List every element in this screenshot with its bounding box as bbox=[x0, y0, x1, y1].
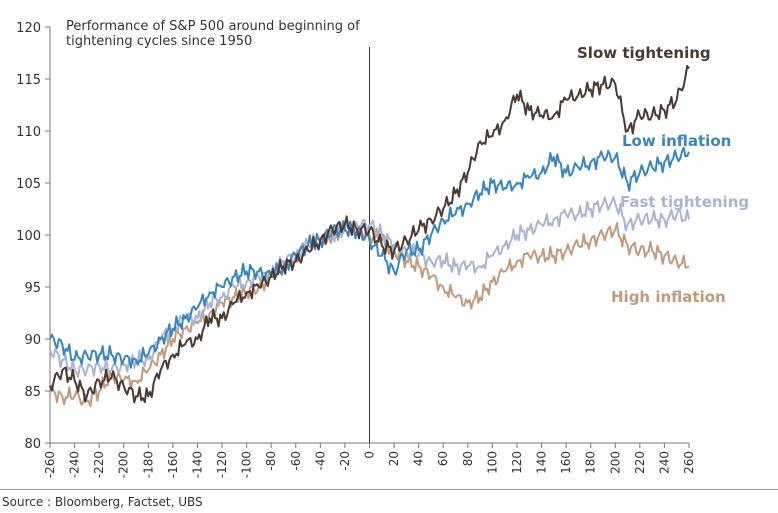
x-tick-label: 180 bbox=[584, 451, 598, 474]
x-tick-label: 220 bbox=[633, 451, 647, 474]
y-tick-label: 80 bbox=[24, 437, 41, 452]
y-tick-label: 85 bbox=[24, 385, 41, 400]
x-tick-label: -200 bbox=[117, 451, 131, 478]
chart-title-line-2: tightening cycles since 1950 bbox=[66, 34, 252, 49]
x-tick-label: -100 bbox=[240, 451, 254, 478]
series-line-slow-tightening bbox=[49, 65, 690, 404]
x-tick-label: -20 bbox=[338, 451, 352, 471]
series-labels: Slow tightening Low inflation Fast tight… bbox=[577, 44, 749, 306]
series-label-high-inflation: High inflation bbox=[611, 288, 726, 306]
x-tick-label: 60 bbox=[436, 451, 450, 466]
x-tick-label: 200 bbox=[608, 451, 622, 474]
x-tick-label: -40 bbox=[313, 451, 327, 471]
x-tick-label: -260 bbox=[43, 451, 57, 478]
y-axis: 80 85 90 95 100 105 110 115 120 bbox=[16, 21, 51, 452]
x-tick-label: 160 bbox=[559, 451, 573, 474]
y-tick-label: 100 bbox=[16, 229, 41, 244]
x-tick-label: -240 bbox=[68, 451, 82, 478]
y-tick-label: 110 bbox=[16, 125, 41, 140]
series-line-fast-tightening bbox=[49, 196, 690, 378]
x-tick-label: 0 bbox=[363, 451, 377, 459]
chart-title-line-1: Performance of S&P 500 around beginning … bbox=[66, 19, 360, 34]
x-tick-label: 100 bbox=[485, 451, 499, 474]
x-tick-label: -220 bbox=[92, 451, 106, 478]
x-tick-label: 140 bbox=[535, 451, 549, 474]
y-tick-label: 95 bbox=[24, 281, 41, 296]
chart-container: Performance of S&P 500 around beginning … bbox=[16, 19, 749, 478]
x-tick-label: 20 bbox=[387, 451, 401, 466]
y-tick-label: 90 bbox=[24, 333, 41, 348]
y-tick-label: 120 bbox=[16, 21, 41, 36]
series-line-low-inflation bbox=[49, 146, 690, 369]
series-lines bbox=[49, 65, 690, 408]
x-tick-label: 40 bbox=[412, 451, 426, 466]
x-axis: -260 -240 -220 -200 -180 -160 -140 -120 -100 -80-… bbox=[43, 47, 696, 478]
source-divider bbox=[0, 489, 778, 490]
x-tick-label: -180 bbox=[141, 451, 155, 478]
x-tick-label: -80 bbox=[264, 451, 278, 471]
x-tick-label: -60 bbox=[289, 451, 303, 471]
series-label-slow-tightening: Slow tightening bbox=[577, 44, 711, 62]
x-tick-label: 80 bbox=[461, 451, 475, 466]
series-line-high-inflation bbox=[49, 220, 690, 408]
chart-title: Performance of S&P 500 around beginning … bbox=[66, 19, 360, 49]
series-label-low-inflation: Low inflation bbox=[622, 132, 731, 150]
x-tick-label: -160 bbox=[166, 451, 180, 478]
x-tick-label: 260 bbox=[682, 451, 696, 474]
source-note: Source : Bloomberg, Factset, UBS bbox=[2, 495, 203, 509]
x-tick-label: -140 bbox=[190, 451, 204, 478]
x-tick-label: -120 bbox=[215, 451, 229, 478]
y-tick-label: 115 bbox=[16, 73, 41, 88]
x-tick-label: 120 bbox=[510, 451, 524, 474]
y-tick-label: 105 bbox=[16, 177, 41, 192]
line-chart: Performance of S&P 500 around beginning … bbox=[16, 19, 749, 478]
x-tick-label: 240 bbox=[657, 451, 671, 474]
series-label-fast-tightening: Fast tightening bbox=[620, 193, 749, 211]
